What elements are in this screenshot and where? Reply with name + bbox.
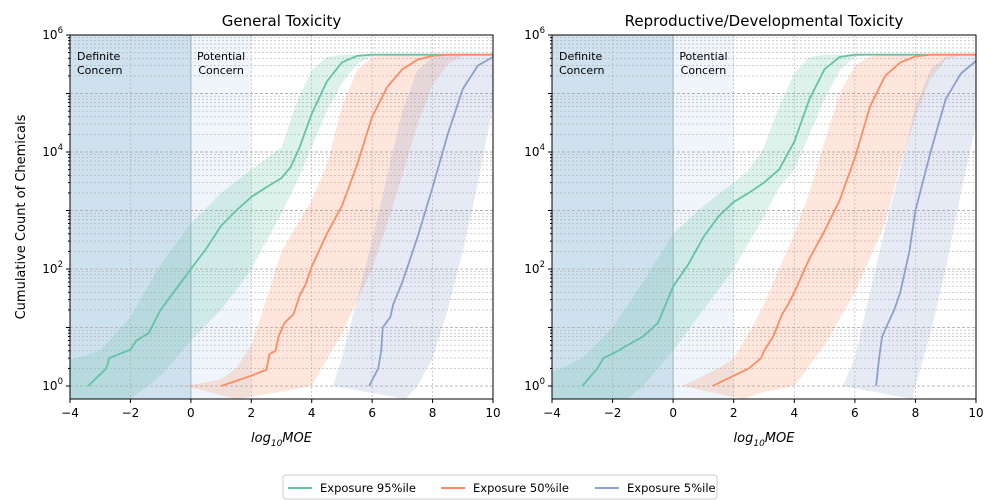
- band-1: [184, 54, 493, 399]
- series-line-2: [368, 56, 493, 387]
- x-tick-label: −2: [604, 406, 622, 420]
- series-line-1: [220, 53, 493, 387]
- y-tick-label: 106: [42, 26, 63, 42]
- x-axis-label: log10MOE: [734, 431, 796, 449]
- axes-frame: [69, 34, 494, 400]
- band-2: [842, 54, 976, 399]
- legend-label-1: Exposure 50%ile: [473, 481, 569, 495]
- chart-title: Reproductive/Developmental Toxicity: [625, 12, 904, 30]
- region-label-potential: Potential Concern: [679, 50, 727, 77]
- axes-frame: [551, 34, 977, 400]
- series-line-1: [712, 53, 976, 387]
- region-label-definite: Definite Concern: [77, 50, 123, 77]
- legend-box: [282, 474, 718, 500]
- x-tick-label: 8: [912, 406, 920, 420]
- legend-label-0: Exposure 95%ile: [320, 481, 416, 495]
- band-0: [552, 54, 976, 399]
- x-tick-label: 0: [187, 406, 195, 420]
- x-tick-label: −2: [122, 406, 140, 420]
- x-tick-label: 4: [308, 406, 316, 420]
- chart-title: General Toxicity: [222, 12, 342, 30]
- panel-general-toxicity: Definite Concern Potential Concern −4 −2 0 2 4 6 8…: [14, 12, 501, 449]
- region-label-potential: Potential Concern: [197, 50, 245, 77]
- region-potential-concern: [673, 35, 734, 399]
- y-axis-label: Cumulative Count of Chemicals: [14, 114, 29, 319]
- x-tick-label: −4: [543, 406, 561, 420]
- x-axis-label: log10MOE: [251, 431, 313, 449]
- plot-area: [552, 35, 976, 399]
- y-tick-label: 104: [42, 143, 63, 159]
- legend: Exposure 95%ile Exposure 50%ile Exposure 5…: [282, 474, 718, 500]
- x-tick-label: 4: [790, 406, 798, 420]
- x-tick-label: 10: [485, 406, 500, 420]
- y-tick-label: 102: [42, 260, 63, 276]
- y-tick-label: 106: [524, 26, 545, 42]
- panel-reproductive-toxicity: Definite Concern Potential Concern −4 −2 0 2 4 6 8…: [524, 12, 983, 449]
- y-tick-label: 104: [524, 143, 545, 159]
- series-line-0: [581, 53, 976, 387]
- x-tick-label: 10: [968, 406, 983, 420]
- band-2: [332, 54, 493, 399]
- band-0: [70, 54, 493, 399]
- band-1: [682, 54, 976, 399]
- y-tick-label: 100: [524, 377, 545, 393]
- plot-area: [70, 35, 493, 399]
- x-tick-label: 2: [730, 406, 738, 420]
- series-line-0: [87, 53, 493, 387]
- y-tick-label: 102: [524, 260, 545, 276]
- series-line-2: [875, 60, 976, 387]
- x-tick-label: 6: [368, 406, 376, 420]
- x-tick-label: 2: [247, 406, 255, 420]
- x-tick-label: 8: [429, 406, 437, 420]
- x-tick-label: 0: [669, 406, 677, 420]
- legend-label-2: Exposure 5%ile: [627, 481, 716, 495]
- region-potential-concern: [190, 35, 252, 399]
- x-tick-label: −4: [61, 406, 79, 420]
- region-label-definite: Definite Concern: [559, 50, 605, 77]
- x-tick-label: 6: [851, 406, 859, 420]
- y-tick-label: 100: [42, 377, 63, 393]
- grid: [552, 35, 976, 399]
